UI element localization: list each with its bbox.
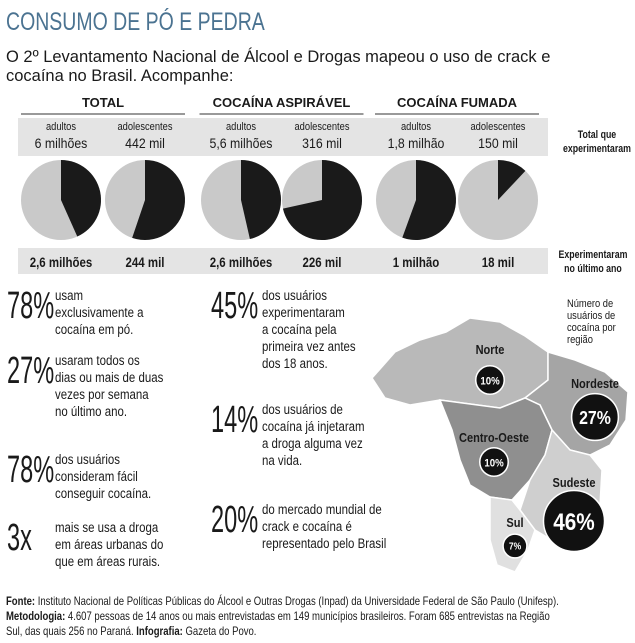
map-caption: usuários de: [567, 310, 616, 322]
stat-value: 27%: [7, 348, 54, 391]
recent-label: 2,6 milhões: [210, 254, 273, 270]
recent-label: 226 mil: [303, 254, 342, 270]
stat-text: exclusivamente a: [55, 305, 144, 320]
map-caption: Número de: [567, 298, 613, 310]
total-label: 150 mil: [478, 135, 518, 151]
stat-text: vezes por semana: [55, 387, 149, 402]
region-name: Norte: [476, 342, 505, 357]
stat-text: a cocaína pela: [262, 322, 337, 337]
region-bubble: [479, 447, 509, 477]
pie-slice: [498, 160, 526, 200]
region-bubble: [570, 392, 620, 442]
region-bubble: [475, 365, 505, 395]
group-label: adolescentes: [295, 121, 350, 133]
region-name: Centro-Oeste: [459, 430, 529, 445]
map-caption: cocaína por: [567, 322, 616, 334]
footer-segment: 4.607 pessoas de 14 anos ou mais entrevi…: [65, 610, 550, 623]
region-value: 27%: [579, 407, 611, 429]
row-label: Total que: [578, 129, 617, 141]
region-value: 46%: [553, 508, 595, 536]
stat-text: dos usuários: [55, 452, 120, 467]
region-name: Nordeste: [571, 376, 619, 391]
stat-text: mais se usa a droga: [55, 520, 158, 535]
row-label: no último ano: [564, 263, 622, 275]
stat-text: a droga alguma vez: [262, 436, 363, 451]
stat-value: 45%: [211, 283, 258, 326]
stat-value: 20%: [211, 497, 258, 540]
region-bubble: [502, 533, 528, 559]
total-label: 5,6 milhões: [210, 135, 273, 151]
group-title: TOTAL: [82, 95, 124, 110]
region-value: 10%: [480, 375, 500, 388]
recent-label: 244 mil: [126, 254, 165, 270]
total-label: 1,8 milhão: [388, 135, 445, 151]
footer-segment: Infografia:: [136, 625, 183, 638]
footer-segment: Fonte:: [6, 595, 35, 608]
stat-text: no último ano.: [55, 404, 127, 419]
footer-segment: Gazeta do Povo.: [183, 625, 257, 638]
footer-segment: Metodologia:: [6, 610, 65, 623]
pie-slice: [61, 160, 101, 237]
footer-line: Metodologia: 4.607 pessoas de 14 anos ou…: [6, 610, 550, 623]
map-caption: região: [567, 334, 593, 346]
group-label: adultos: [46, 121, 76, 133]
total-label: 6 milhões: [35, 135, 88, 151]
stat-text: conseguir cocaína.: [55, 486, 151, 501]
pie-slice: [282, 160, 362, 240]
group-label: adolescentes: [118, 121, 173, 133]
stat-text: na vida.: [262, 453, 302, 468]
stat-text: consideram fácil: [55, 469, 138, 484]
stat-text: dias ou mais de duas: [55, 370, 163, 385]
stat-text: em áreas urbanas do: [55, 537, 163, 552]
pie-slice: [241, 160, 282, 239]
band: [18, 248, 548, 274]
row-label: Experimentaram: [559, 249, 628, 261]
group-label: adultos: [401, 121, 431, 133]
total-label: 316 mil: [302, 135, 342, 151]
region-name: Sul: [506, 515, 523, 530]
subtitle-line: cocaína no Brasil. Acompanhe:: [6, 67, 233, 85]
stat-text: dos 18 anos.: [262, 356, 328, 371]
region-bubble: [542, 489, 606, 553]
footer-segment: Sul, das quais 256 no Paraná.: [6, 625, 136, 638]
stat-value: 14%: [211, 397, 258, 440]
title: CONSUMO DE PÓ E PEDRA: [6, 8, 265, 36]
stat-value: 78%: [7, 447, 54, 490]
footer-line: Sul, das quais 256 no Paraná. Infografia…: [6, 625, 256, 638]
stat-text: dos usuários: [262, 288, 327, 303]
subtitle-line: O 2º Levantamento Nacional de Álcool e D…: [6, 47, 550, 66]
stat-value: 78%: [7, 283, 54, 326]
stat-text: dos usuários de: [262, 402, 343, 417]
stat-text: que em áreas rurais.: [55, 554, 160, 569]
footer-line: Fonte: Instituto Nacional de Políticas P…: [6, 594, 559, 608]
stat-text: representado pelo Brasil: [262, 536, 386, 551]
group-title: COCAÍNA FUMADA: [397, 95, 518, 110]
band: [18, 118, 548, 156]
row-label: experimentaram: [563, 143, 631, 155]
region-name: Sudeste: [553, 475, 596, 490]
recent-label: 2,6 milhões: [30, 254, 93, 270]
group-label: adolescentes: [471, 121, 526, 133]
group-label: adultos: [226, 121, 256, 133]
recent-label: 1 milhão: [393, 254, 440, 270]
group-title: COCAÍNA ASPIRÁVEL: [213, 95, 351, 110]
stat-text: primeira vez antes: [262, 339, 356, 354]
region-value: 10%: [484, 457, 504, 470]
stat-text: cocaína já injetaram: [262, 419, 365, 434]
pie-slice: [132, 160, 185, 240]
stat-text: usam: [55, 288, 83, 303]
stat-text: cocaína em pó.: [55, 322, 133, 337]
stat-text: experimentaram: [262, 305, 345, 320]
stat-text: do mercado mundial de: [262, 502, 382, 517]
footer-segment: Instituto Nacional de Políticas Públicas…: [35, 594, 559, 608]
total-label: 442 mil: [125, 135, 165, 151]
stat-text: crack e cocaína é: [262, 519, 352, 534]
stat-value: 3x: [7, 515, 32, 558]
stat-text: usaram todos os: [55, 353, 140, 368]
pie-slice: [402, 160, 456, 241]
region-value: 7%: [509, 541, 521, 552]
recent-label: 18 mil: [482, 254, 515, 270]
